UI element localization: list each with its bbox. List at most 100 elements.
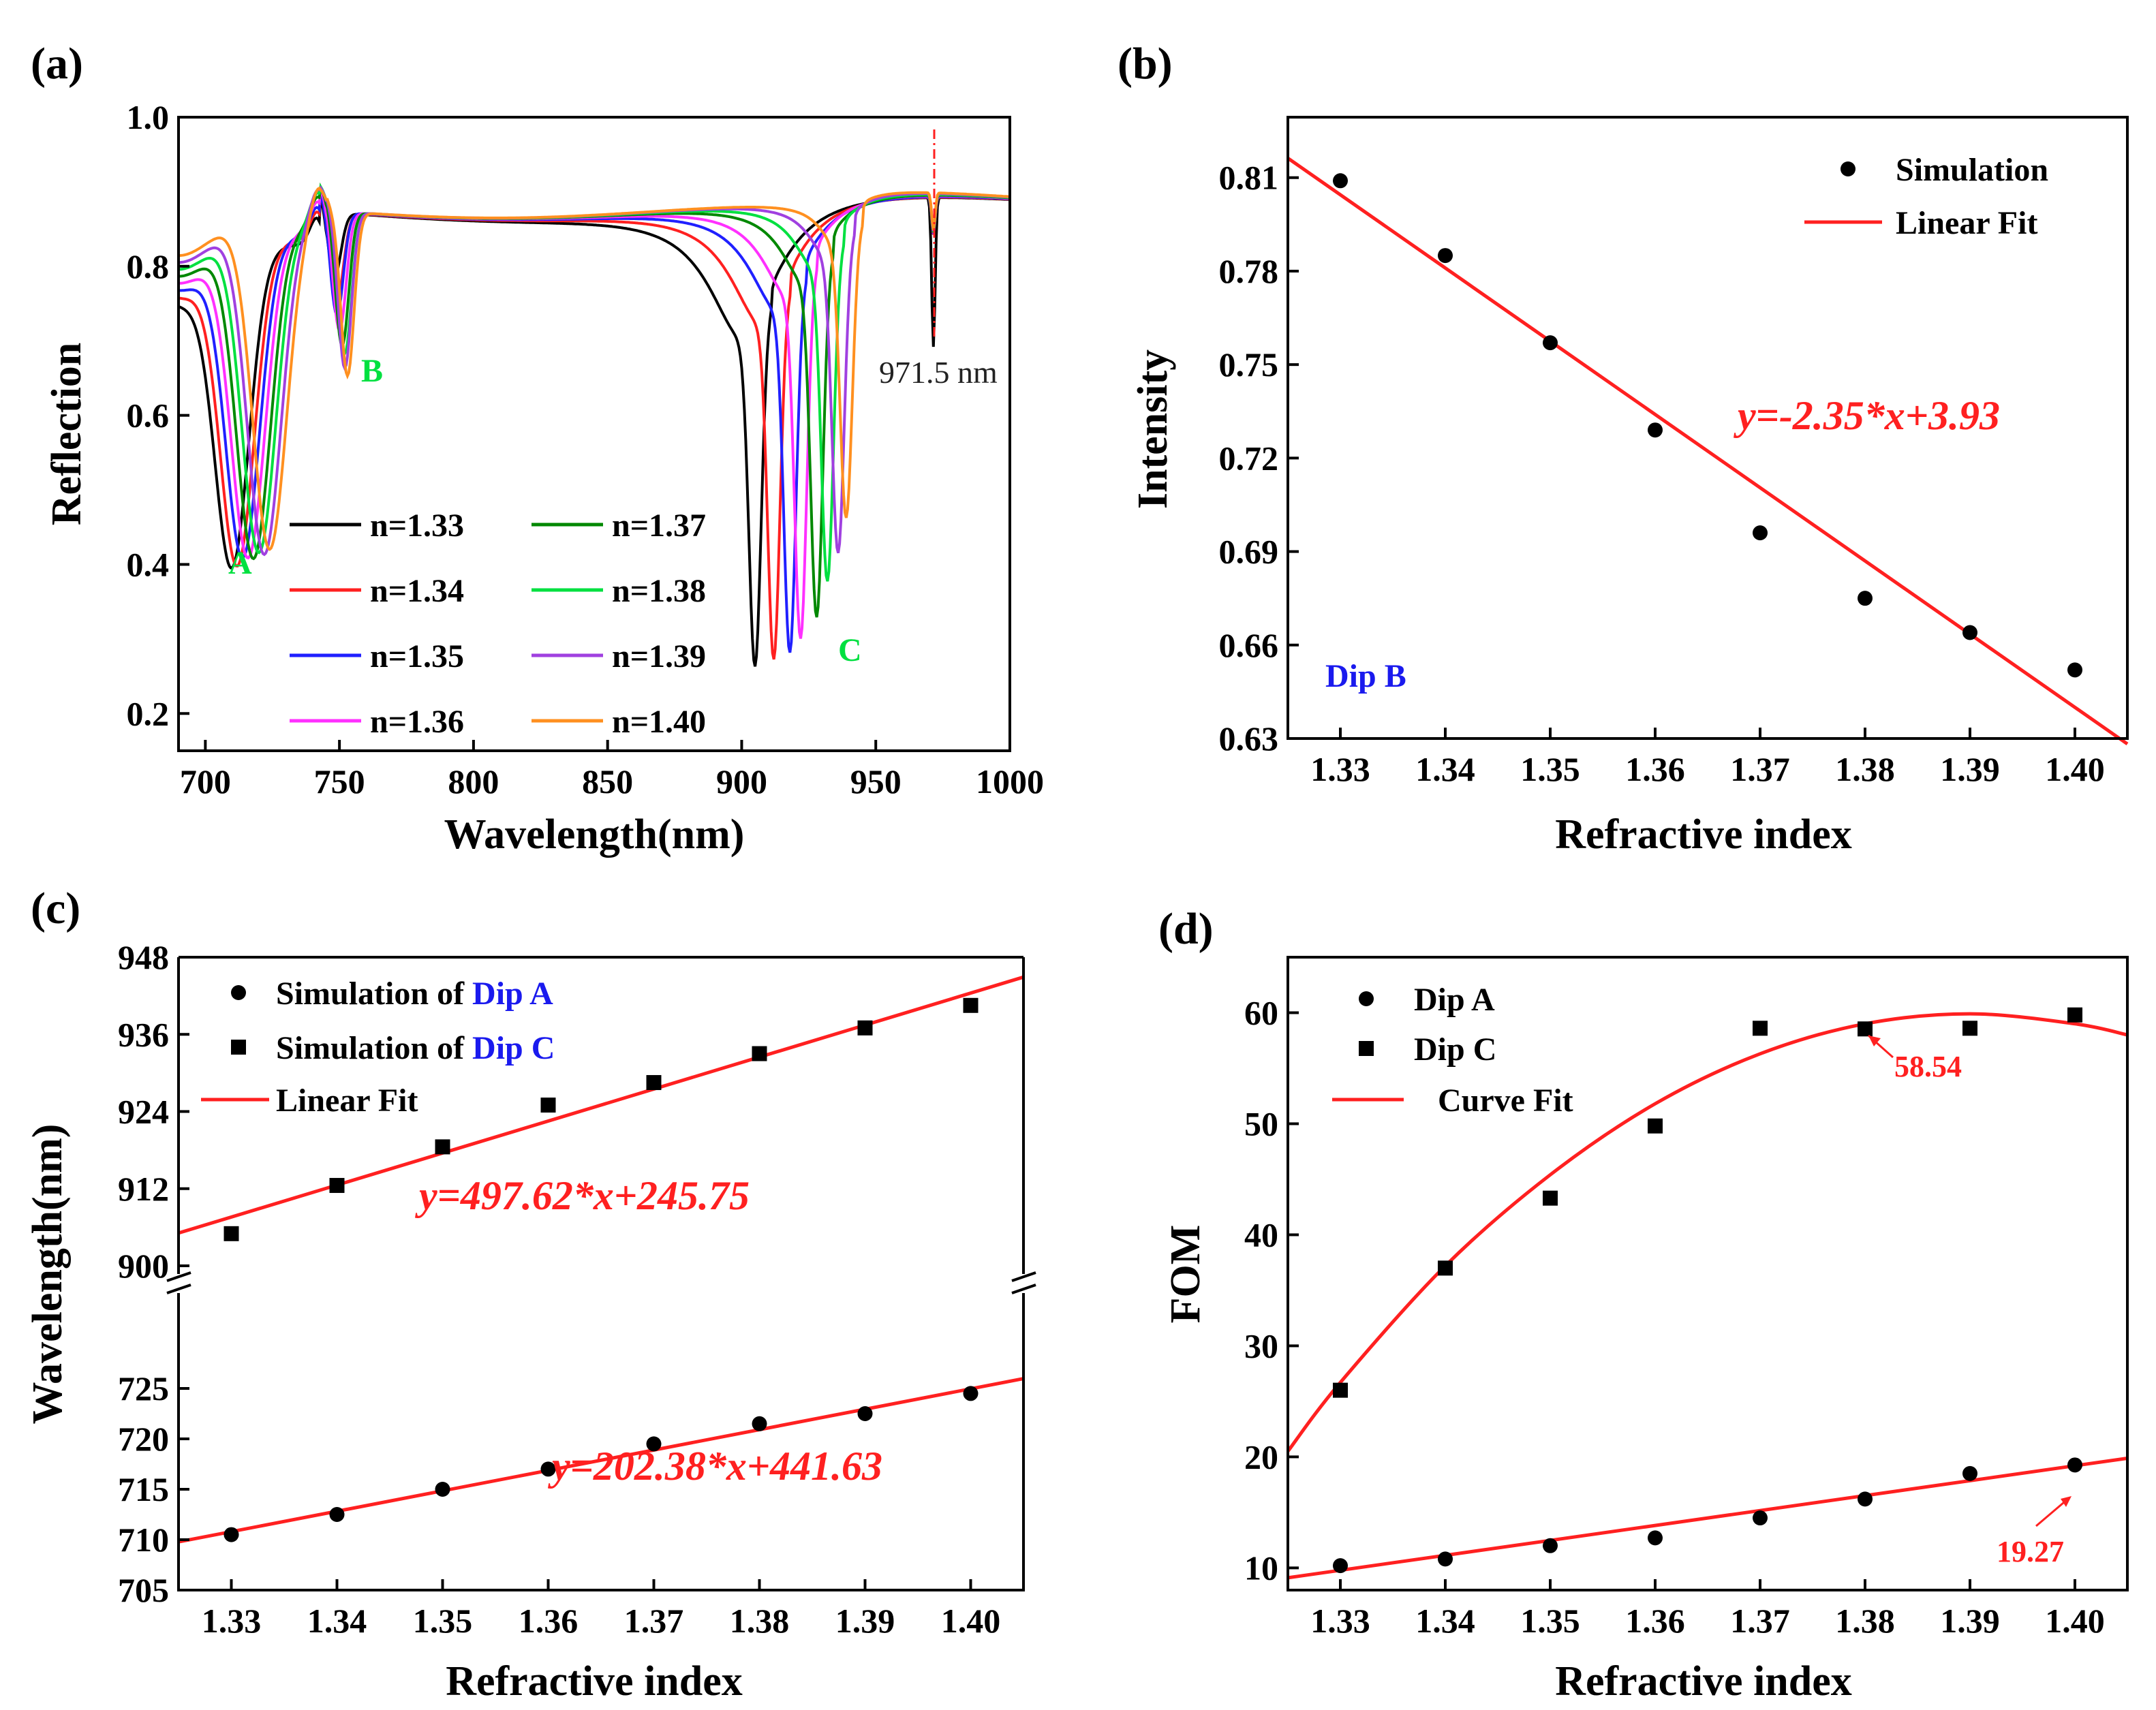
x-tick-label: 1.34 bbox=[307, 1602, 367, 1640]
panel-c-dip-a-fit-line bbox=[178, 1377, 1024, 1544]
panel-d-legend-dip-c: Dip C bbox=[1414, 1031, 1496, 1068]
x-tick-label: 800 bbox=[448, 762, 499, 800]
x-tick-label: 750 bbox=[314, 762, 365, 800]
dip-c-fom-point bbox=[1648, 1118, 1663, 1134]
simulation-point bbox=[1753, 525, 1768, 541]
panel-b-y-ticks: 0.63 0.66 0.69 0.72 0.75 0.78 0.81 bbox=[1219, 159, 1299, 758]
panel-b-intensity: (b) 1.33 1.34 1.35 1.36 1.37 1.38 1.39 1.40 0.6… bbox=[1118, 39, 2129, 858]
x-tick-label: 1.33 bbox=[1310, 750, 1370, 788]
y-tick-label: 10 bbox=[1244, 1549, 1278, 1587]
y-tick-label: 0.2 bbox=[127, 694, 170, 732]
panel-c-points bbox=[224, 997, 979, 1542]
panel-b-dip-b-label: Dip B bbox=[1325, 658, 1406, 694]
annotation-19-27-text: 19.27 bbox=[1997, 1535, 2064, 1568]
panel-c-legend-dip-a: Simulation of Dip A bbox=[276, 976, 553, 1012]
y-tick-label: 924 bbox=[118, 1093, 169, 1131]
legend-label-n-1-40: n=1.40 bbox=[612, 704, 706, 740]
dip-a-point bbox=[435, 1482, 450, 1497]
x-tick-label: 700 bbox=[180, 762, 231, 800]
legend-label-n-1-39: n=1.39 bbox=[612, 638, 706, 674]
y-tick-label: 0.81 bbox=[1219, 159, 1279, 197]
dip-a-fom-point bbox=[1438, 1551, 1453, 1567]
panel-d-frame bbox=[1287, 956, 2129, 1591]
annotation-58-54: 58.54 bbox=[1868, 1034, 1962, 1083]
y-tick-label: 0.4 bbox=[127, 545, 170, 583]
panel-a-x-ticks: 700 750 800 850 900 950 1000 bbox=[180, 740, 1044, 800]
panel-a-reflection-spectra: (a) 700 750 800 850 900 950 1000 0.2 0.4 0.6 0.8 1… bbox=[31, 39, 1044, 858]
dip-c-point bbox=[857, 1020, 873, 1036]
y-tick-label: 30 bbox=[1244, 1326, 1278, 1365]
dip-a-fom-point bbox=[1858, 1491, 1873, 1507]
label-dip-b: B bbox=[361, 353, 383, 389]
panel-c-label: (c) bbox=[31, 884, 80, 933]
dip-c-fom-point bbox=[1438, 1260, 1453, 1276]
x-tick-label: 1.40 bbox=[2045, 750, 2105, 788]
y-tick-label: 705 bbox=[118, 1571, 169, 1609]
annotation-971-5-nm: 971.5 nm bbox=[879, 355, 998, 390]
legend-label-n-1-36: n=1.36 bbox=[370, 704, 464, 740]
dip-c-fom-point bbox=[1858, 1021, 1873, 1037]
legend-label-n-1-38: n=1.38 bbox=[612, 573, 706, 609]
x-tick-label: 1.34 bbox=[1415, 750, 1475, 788]
x-tick-label: 950 bbox=[850, 762, 902, 800]
panel-d-legend-dip-a: Dip A bbox=[1414, 982, 1495, 1018]
reflection-curve-n-1-40 bbox=[179, 186, 1011, 551]
dip-a-point bbox=[224, 1527, 239, 1542]
x-tick-label: 1.37 bbox=[1730, 750, 1790, 788]
y-tick-label: 50 bbox=[1244, 1104, 1278, 1142]
y-tick-label: 0.63 bbox=[1219, 719, 1279, 758]
panel-b-x-axis-label: Refractive index bbox=[1555, 811, 1852, 858]
dip-a-point bbox=[646, 1436, 662, 1452]
dip-a-fom-point bbox=[1543, 1538, 1558, 1553]
panel-b-fit-equation: y=-2.35*x+3.93 bbox=[1734, 393, 2000, 438]
panel-b-y-axis-label: Intensity bbox=[1130, 349, 1176, 509]
panel-a-label: (a) bbox=[31, 39, 83, 89]
x-tick-label: 1.39 bbox=[1940, 1602, 2000, 1640]
panel-d-points bbox=[1333, 1007, 2082, 1574]
simulation-point bbox=[1962, 625, 1977, 640]
panel-c-upper-equation: y=497.62*x+245.75 bbox=[415, 1173, 750, 1218]
x-tick-label: 1.35 bbox=[1520, 1602, 1580, 1640]
x-tick-label: 1.39 bbox=[835, 1602, 895, 1640]
x-tick-label: 1000 bbox=[976, 762, 1044, 800]
simulation-point bbox=[1438, 248, 1453, 264]
panel-b-label: (b) bbox=[1118, 39, 1173, 89]
dip-c-point bbox=[329, 1178, 345, 1194]
label-dip-c: C bbox=[838, 632, 862, 668]
panel-a-y-ticks: 0.2 0.4 0.6 0.8 1.0 bbox=[127, 98, 189, 732]
panel-b-legend-simulation-marker bbox=[1841, 161, 1855, 176]
y-tick-label: 936 bbox=[118, 1015, 169, 1053]
y-tick-label: 948 bbox=[118, 938, 169, 976]
dip-a-fom-point bbox=[1962, 1465, 1977, 1481]
panel-c-legend-linear-fit: Linear Fit bbox=[276, 1083, 418, 1119]
y-tick-label: 60 bbox=[1244, 993, 1278, 1031]
y-tick-label: 40 bbox=[1244, 1215, 1278, 1254]
panel-c-axis-break-left bbox=[166, 1271, 191, 1294]
panel-c-legend-dip-c: Simulation of Dip C bbox=[276, 1030, 555, 1066]
simulation-point bbox=[1858, 591, 1873, 606]
y-tick-label: 720 bbox=[118, 1420, 169, 1458]
simulation-point bbox=[1333, 173, 1348, 189]
panel-a-legend: n=1.33 n=1.34 n=1.35 n=1.36 n=1.37 n=1.38 n=1.… bbox=[290, 508, 706, 740]
y-tick-label: 900 bbox=[118, 1247, 169, 1285]
panel-c-axis-break-right bbox=[1011, 1271, 1036, 1294]
dip-a-point bbox=[963, 1386, 979, 1401]
x-tick-label: 850 bbox=[582, 762, 633, 800]
panel-a-y-axis-label: Reflection bbox=[44, 343, 90, 526]
dip-c-fom-point bbox=[2067, 1007, 2082, 1023]
panel-d-legend-dip-a-marker bbox=[1359, 991, 1374, 1006]
panel-d-y-ticks: 10 20 30 40 50 60 bbox=[1244, 993, 1299, 1587]
panel-d-label: (d) bbox=[1158, 904, 1214, 954]
legend-label-n-1-37: n=1.37 bbox=[612, 508, 706, 544]
x-tick-label: 1.35 bbox=[413, 1602, 473, 1640]
panel-d-x-ticks: 1.33 1.34 1.35 1.36 1.37 1.38 1.39 1.40 bbox=[1310, 1579, 2105, 1640]
dip-c-fom-point bbox=[1962, 1021, 1977, 1036]
x-tick-label: 1.37 bbox=[624, 1602, 684, 1640]
legend-label-n-1-35: n=1.35 bbox=[370, 638, 464, 674]
x-tick-label: 1.36 bbox=[1625, 1602, 1685, 1640]
x-tick-label: 1.34 bbox=[1415, 1602, 1475, 1640]
dip-c-point bbox=[224, 1226, 239, 1241]
legend-label-n-1-33: n=1.33 bbox=[370, 508, 464, 544]
label-dip-a: A bbox=[228, 545, 252, 581]
